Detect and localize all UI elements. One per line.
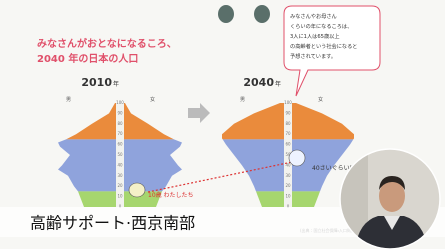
age-label: 70 [117, 131, 123, 136]
bubble-line: みなさんやお母さん [290, 12, 337, 20]
age-label: 80 [117, 121, 123, 126]
right-year: 2040 [243, 76, 274, 89]
age-label: 90 [285, 110, 291, 115]
age-label: 10 [285, 194, 291, 199]
right-male: 男 [240, 97, 245, 103]
age-label: 50 [117, 152, 123, 157]
age-label: 30 [117, 173, 123, 178]
right-year-suffix: 年 [275, 80, 281, 88]
age-label: 10 [117, 194, 123, 199]
bubble-line: の高齢者という社会になると [290, 42, 357, 50]
left-year: 2010 [81, 76, 112, 89]
left-female: 女 [150, 96, 155, 103]
slide: みなさんがおとなになるころ、 2040 年の日本の人口 みなさんやお母さんくらい… [0, 0, 445, 249]
caption: 高齢サポート·西京南部 [30, 214, 195, 233]
body: {"slide": { "heading_line1": "みなさんがおとなにな… [0, 0, 445, 249]
age-label: 70 [285, 131, 291, 136]
age-label: 40 [117, 162, 123, 167]
left-male: 男 [66, 97, 71, 103]
age-label: 80 [285, 121, 291, 126]
left-year-suffix: 年 [113, 80, 119, 88]
age-label: 100 [116, 100, 124, 105]
bubble-line: 3人に1人は65歳以上 [290, 32, 340, 40]
age-label: 60 [117, 142, 123, 147]
age-label: 20 [285, 183, 291, 188]
left-note: 10歳 わたしたち [148, 191, 194, 199]
heading-line2: 2040 年の日本の人口 [37, 52, 138, 65]
age-label: 20 [117, 183, 123, 188]
age-label: 60 [285, 142, 291, 147]
right-female: 女 [318, 96, 323, 103]
heading-line1: みなさんがおとなになるころ、 [37, 37, 177, 50]
age-label: 90 [117, 110, 123, 115]
adult-icon [289, 150, 305, 166]
page: slide html, body { margin: 0; padding: 0… [0, 0, 445, 249]
age-label: 100 [284, 100, 292, 105]
child-icon [129, 183, 145, 197]
age-label: 30 [285, 173, 291, 178]
bubble-line: 予想されています。 [290, 52, 336, 60]
bubble-line: くらいの年になるころは、 [290, 22, 352, 30]
